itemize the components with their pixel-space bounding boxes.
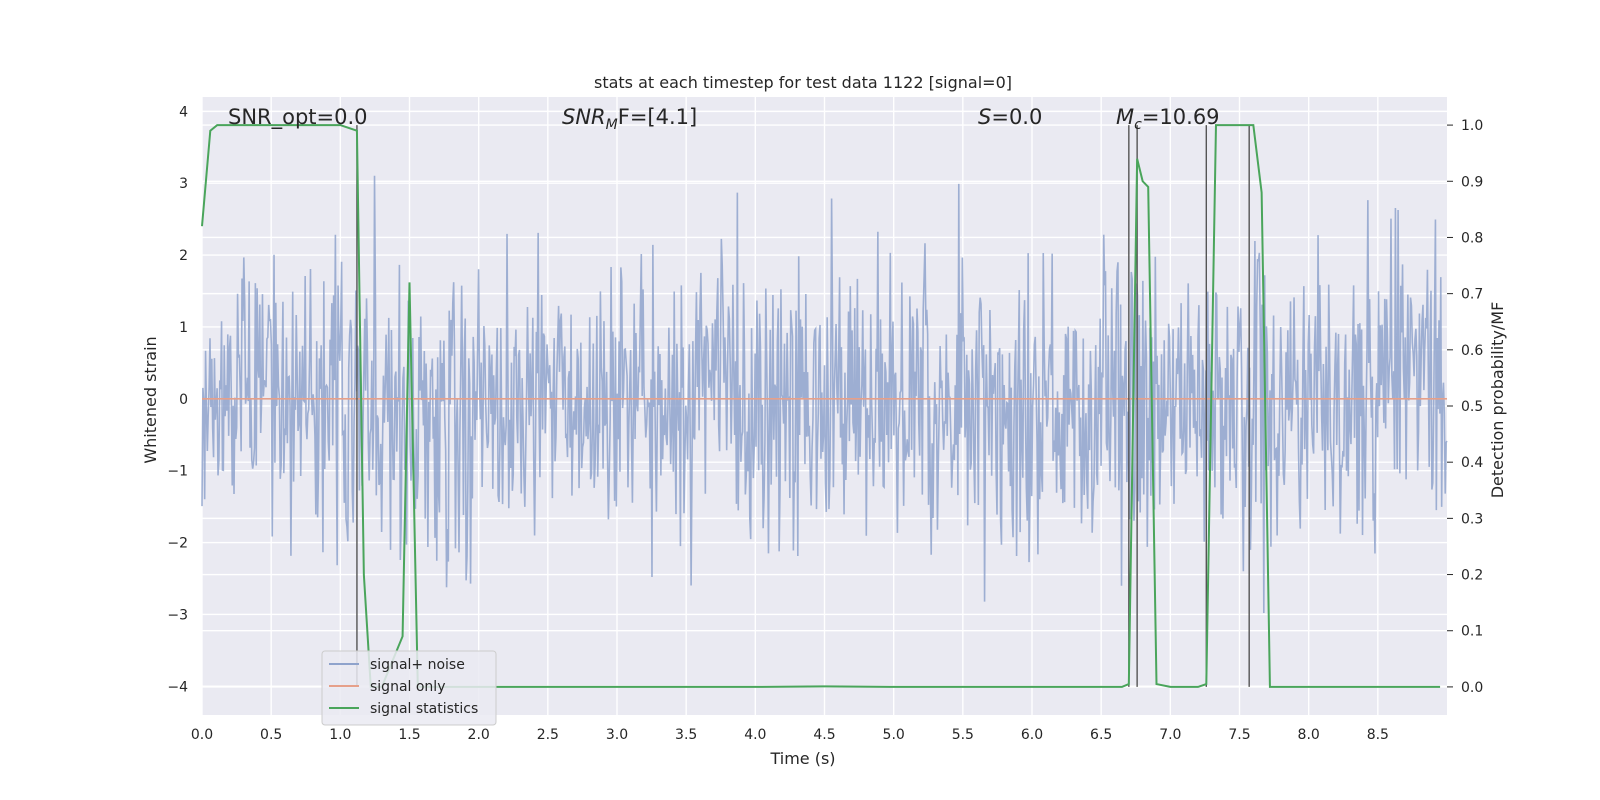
noise-trace: [201, 175, 1448, 614]
y2-tick-label: 0.6: [1461, 343, 1483, 359]
legend: signal+ noise signal only signal statist…: [321, 650, 497, 726]
x-tick-label: 0.5: [260, 727, 282, 743]
y-axis-ticks: −4 −3 −2 −1 0 1 2 3 4: [167, 104, 188, 695]
x-tick-label: 7.5: [1228, 727, 1250, 743]
y2-tick-label: 0.1: [1461, 624, 1483, 640]
x-tick-label: 3.0: [606, 727, 628, 743]
legend-label-signal-statistics: signal statistics: [370, 701, 478, 717]
x-tick-label: 5.0: [883, 727, 905, 743]
x-tick-label: 4.0: [744, 727, 766, 743]
y-tick-label: −2: [167, 536, 188, 552]
annotation-s: S=0.0: [978, 105, 1042, 129]
chart-title: stats at each timestep for test data 112…: [594, 73, 1012, 92]
annotation-snr-mf-main: SNR: [562, 105, 606, 129]
y2-tick-label: 0.3: [1461, 511, 1483, 527]
x-tick-label: 6.0: [1021, 727, 1043, 743]
annotation-s-rest: =0.0: [991, 105, 1042, 129]
x-tick-label: 7.0: [1159, 727, 1181, 743]
y2-tick-label: 0.4: [1461, 455, 1483, 471]
annotation-mc-main: M: [1116, 105, 1134, 129]
legend-label-signal-noise: signal+ noise: [370, 657, 465, 673]
annotation-mc-sub: c: [1134, 117, 1142, 133]
annotation-snr-mf: SNRMF=[4.1]: [562, 105, 697, 133]
y2-tick-label: 1.0: [1461, 118, 1483, 134]
y-tick-label: 2: [179, 248, 188, 264]
series-signal-statistics: [201, 124, 1441, 688]
annotation-mc-rest: =10.69: [1142, 105, 1220, 129]
y-tick-label: 1: [179, 320, 188, 336]
y2-axis-label: Detection probability/MF: [1488, 302, 1507, 499]
y-tick-label: 4: [179, 104, 188, 120]
legend-label-signal-only: signal only: [370, 679, 445, 695]
annotation-snr-mf-rest: F=[4.1]: [618, 105, 697, 129]
x-tick-label: 8.0: [1298, 727, 1320, 743]
legend-box: [321, 650, 497, 726]
x-tick-label: 0.0: [191, 727, 213, 743]
x-tick-label: 6.5: [1090, 727, 1112, 743]
x-tick-label: 1.0: [329, 727, 351, 743]
annotation-mc: Mc=10.69: [1116, 105, 1220, 133]
signal-statistics-line: [201, 124, 1441, 688]
y2-tick-label: 0.0: [1461, 680, 1483, 696]
y2-axis-ticks: 0.0 0.1 0.2 0.3 0.4 0.5 0.6 0.7 0.8 0.9 1.0: [1447, 118, 1483, 696]
x-tick-label: 2.0: [468, 727, 490, 743]
x-axis-ticks: 0.0 0.5 1.0 1.5 2.0 2.5 3.0 3.5 4.0 4.5 5.0 5.5 6.0 6…: [191, 727, 1389, 743]
y2-tick-label: 0.9: [1461, 174, 1483, 190]
x-axis-label: Time (s): [769, 749, 835, 768]
y-axis-label: Whitened strain: [141, 336, 160, 463]
y2-tick-label: 0.2: [1461, 568, 1483, 584]
y2-tick-label: 0.7: [1461, 287, 1483, 303]
y-tick-label: −3: [167, 607, 188, 623]
y-tick-label: 0: [179, 392, 188, 408]
y2-tick-label: 0.5: [1461, 399, 1483, 415]
x-tick-label: 8.5: [1367, 727, 1389, 743]
y-tick-label: −1: [167, 464, 188, 480]
x-tick-label: 4.5: [813, 727, 835, 743]
annotation-s-main: S: [978, 105, 991, 129]
y2-tick-label: 0.8: [1461, 230, 1483, 246]
x-tick-label: 5.5: [952, 727, 974, 743]
x-tick-label: 2.5: [537, 727, 559, 743]
y-tick-label: −4: [167, 679, 188, 695]
annotation-snr-opt: SNR_opt=0.0: [228, 105, 368, 130]
y-tick-label: 3: [179, 176, 188, 192]
x-tick-label: 3.5: [675, 727, 697, 743]
annotation-snr-mf-sub: M: [606, 117, 618, 133]
x-tick-label: 1.5: [398, 727, 420, 743]
series-signal-noise: [201, 175, 1448, 614]
